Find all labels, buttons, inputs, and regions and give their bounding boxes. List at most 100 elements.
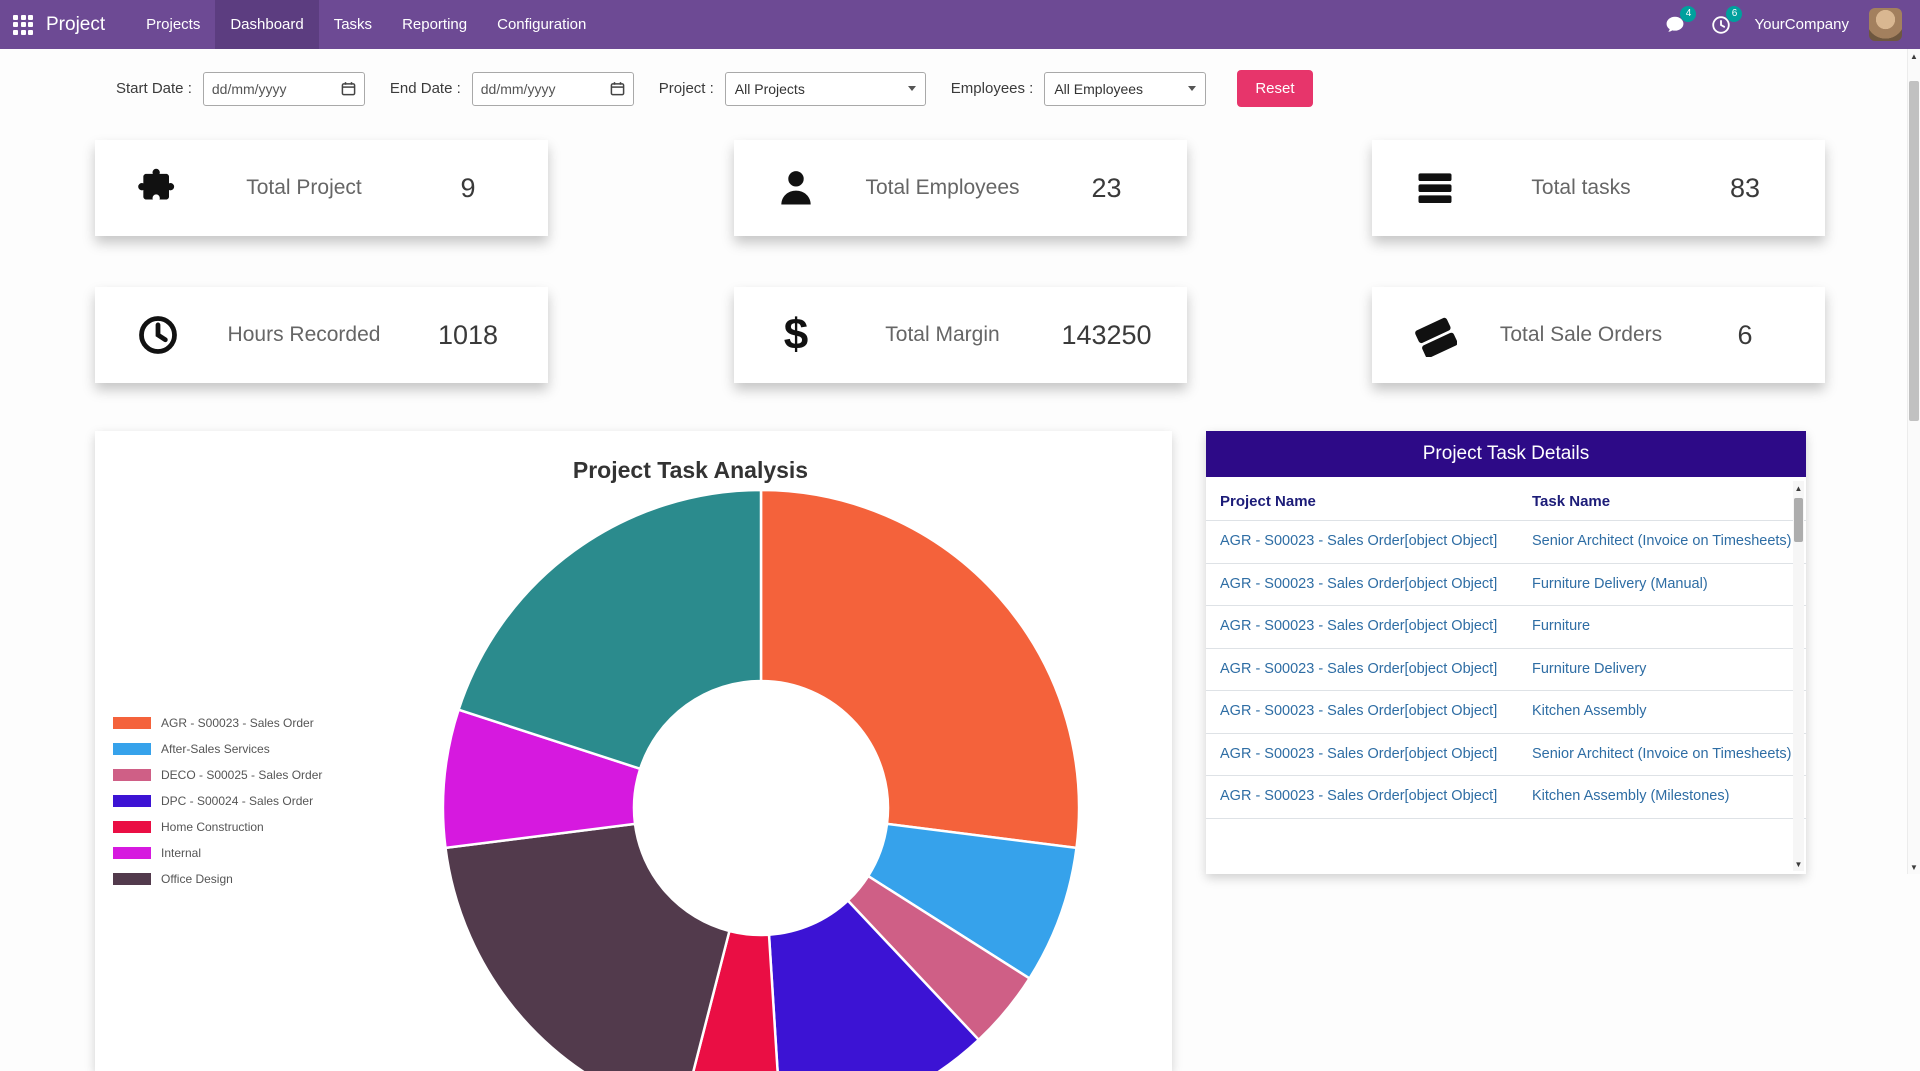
card-label: Total tasks [1497, 176, 1665, 200]
scroll-up-icon[interactable]: ▲ [1908, 49, 1920, 63]
company-name[interactable]: YourCompany [1754, 16, 1849, 33]
task-name-cell[interactable]: Senior Architect (Invoice on Timesheets) [1518, 521, 1806, 564]
legend-swatch [113, 873, 151, 885]
page-scroll-thumb[interactable] [1909, 81, 1919, 421]
legend-label: AGR - S00023 - Sales Order [161, 716, 314, 730]
legend-item[interactable]: DPC - S00024 - Sales Order [113, 794, 322, 808]
card-total-sale-orders: Total Sale Orders 6 [1372, 287, 1825, 383]
table-row[interactable]: AGR - S00023 - Sales Order[object Object… [1206, 733, 1806, 776]
nav-menu: Projects Dashboard Tasks Reporting Confi… [131, 0, 601, 49]
card-hours-recorded: Hours Recorded 1018 [95, 287, 548, 383]
project-name-cell[interactable]: AGR - S00023 - Sales Order[object Object… [1206, 691, 1518, 734]
project-name-cell[interactable]: AGR - S00023 - Sales Order[object Object… [1206, 648, 1518, 691]
card-value: 1018 [388, 320, 548, 351]
legend-item[interactable]: Home Construction [113, 820, 322, 834]
user-avatar[interactable] [1869, 8, 1902, 41]
table-row[interactable]: AGR - S00023 - Sales Order[object Object… [1206, 563, 1806, 606]
reset-button[interactable]: Reset [1237, 70, 1312, 107]
table-row[interactable]: AGR - S00023 - Sales Order[object Object… [1206, 691, 1806, 734]
tickets-icon [1372, 313, 1497, 357]
start-date-input[interactable]: dd/mm/yyyy [203, 72, 365, 106]
activities-button[interactable]: 6 [1708, 12, 1734, 38]
task-name-cell[interactable]: Furniture Delivery [1518, 648, 1806, 691]
activities-badge: 6 [1726, 6, 1742, 22]
employees-select-value: All Employees [1054, 81, 1143, 97]
task-name-cell[interactable]: Furniture [1518, 606, 1806, 649]
donut-slice [761, 490, 1079, 848]
task-name-cell[interactable]: Kitchen Assembly [1518, 691, 1806, 734]
start-date-value: dd/mm/yyyy [212, 81, 287, 97]
table-scrollbar[interactable]: ▲ ▼ [1793, 481, 1804, 871]
project-name-cell[interactable]: AGR - S00023 - Sales Order[object Object… [1206, 521, 1518, 564]
project-select[interactable]: All Projects [725, 72, 926, 106]
task-name-cell[interactable]: Kitchen Assembly (Milestones) [1518, 776, 1806, 819]
table-row[interactable]: AGR - S00023 - Sales Order[object Object… [1206, 521, 1806, 564]
legend-label: DPC - S00024 - Sales Order [161, 794, 313, 808]
legend-item[interactable]: DECO - S00025 - Sales Order [113, 768, 322, 782]
apps-menu-icon[interactable] [0, 0, 46, 49]
card-value: 9 [388, 173, 548, 204]
card-label: Total Employees [859, 176, 1027, 200]
calendar-icon [610, 81, 625, 96]
table-row[interactable]: AGR - S00023 - Sales Order[object Object… [1206, 776, 1806, 819]
task-table: Project Name Task Name AGR - S00023 - Sa… [1206, 477, 1806, 819]
legend-label: DECO - S00025 - Sales Order [161, 768, 322, 782]
table-row[interactable]: AGR - S00023 - Sales Order[object Object… [1206, 606, 1806, 649]
filter-bar: Start Date : dd/mm/yyyy End Date : dd/mm… [116, 70, 1920, 107]
legend-item[interactable]: Office Design [113, 872, 322, 886]
messages-badge: 4 [1680, 6, 1696, 22]
project-task-analysis-panel: Project Task Analysis AGR - S00023 - Sal… [95, 431, 1172, 1071]
card-total-tasks: Total tasks 83 [1372, 140, 1825, 236]
project-name-cell[interactable]: AGR - S00023 - Sales Order[object Object… [1206, 606, 1518, 649]
employees-filter-label: Employees : [951, 80, 1034, 97]
end-date-label: End Date : [390, 80, 461, 97]
legend-label: Home Construction [161, 820, 264, 834]
nav-item-tasks[interactable]: Tasks [319, 0, 387, 49]
legend-item[interactable]: AGR - S00023 - Sales Order [113, 716, 322, 730]
scroll-up-icon[interactable]: ▲ [1793, 481, 1804, 495]
start-date-label: Start Date : [116, 80, 192, 97]
dollar-icon: $ [734, 313, 859, 357]
scroll-down-icon[interactable]: ▼ [1793, 857, 1804, 871]
legend-swatch [113, 821, 151, 833]
messages-button[interactable]: 4 [1662, 12, 1688, 38]
legend-swatch [113, 847, 151, 859]
task-name-cell[interactable]: Senior Architect (Invoice on Timesheets) [1518, 733, 1806, 776]
task-name-cell[interactable]: Furniture Delivery (Manual) [1518, 563, 1806, 606]
page-scrollbar[interactable]: ▲ ▼ [1907, 49, 1920, 874]
app-brand[interactable]: Project [46, 14, 105, 36]
table-row[interactable]: AGR - S00023 - Sales Order[object Object… [1206, 648, 1806, 691]
col-project-name: Project Name [1206, 477, 1518, 521]
nav-item-dashboard[interactable]: Dashboard [215, 0, 318, 49]
nav-item-configuration[interactable]: Configuration [482, 0, 601, 49]
card-value: 143250 [1027, 320, 1187, 351]
project-filter-label: Project : [659, 80, 714, 97]
legend-swatch [113, 717, 151, 729]
scroll-down-icon[interactable]: ▼ [1908, 860, 1920, 874]
calendar-icon [341, 81, 356, 96]
project-name-cell[interactable]: AGR - S00023 - Sales Order[object Object… [1206, 776, 1518, 819]
chart-legend: AGR - S00023 - Sales Order After-Sales S… [113, 716, 322, 898]
clock-icon [95, 313, 220, 357]
card-label: Hours Recorded [220, 323, 388, 347]
user-icon [734, 166, 859, 210]
donut-chart [421, 468, 1101, 1071]
nav-item-projects[interactable]: Projects [131, 0, 215, 49]
card-total-margin: $ Total Margin 143250 [734, 287, 1187, 383]
caret-down-icon [908, 86, 916, 91]
legend-item[interactable]: Internal [113, 846, 322, 860]
donut-slice [446, 824, 730, 1071]
employees-select[interactable]: All Employees [1044, 72, 1206, 106]
legend-swatch [113, 769, 151, 781]
legend-label: Internal [161, 846, 201, 860]
table-scroll-thumb[interactable] [1794, 498, 1803, 542]
end-date-input[interactable]: dd/mm/yyyy [472, 72, 634, 106]
nav-item-reporting[interactable]: Reporting [387, 0, 482, 49]
table-title: Project Task Details [1206, 431, 1806, 477]
project-name-cell[interactable]: AGR - S00023 - Sales Order[object Object… [1206, 733, 1518, 776]
card-value: 23 [1027, 173, 1187, 204]
legend-label: After-Sales Services [161, 742, 270, 756]
project-name-cell[interactable]: AGR - S00023 - Sales Order[object Object… [1206, 563, 1518, 606]
card-value: 6 [1665, 320, 1825, 351]
legend-item[interactable]: After-Sales Services [113, 742, 322, 756]
